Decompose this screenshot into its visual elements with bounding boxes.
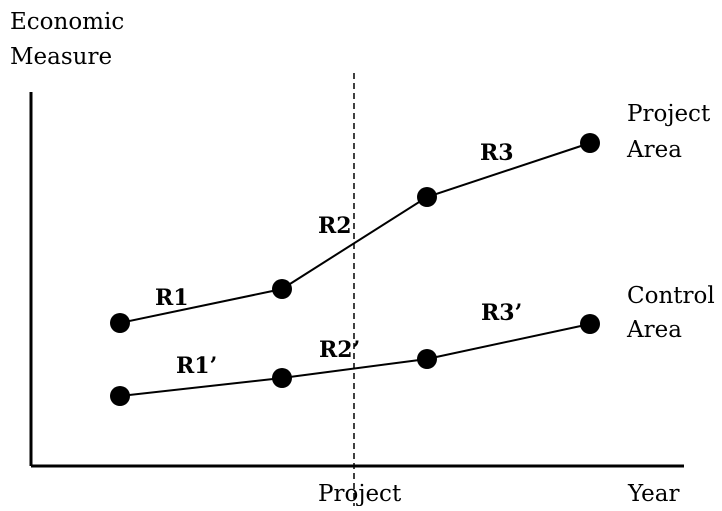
y-axis-label-line2: Measure	[10, 44, 112, 70]
y-axis-label-line1: Economic	[10, 9, 124, 35]
control-area-line	[119, 323, 591, 397]
project-point-3	[417, 187, 437, 207]
control-point-3	[417, 349, 437, 369]
control-area-label-line1: Control	[627, 283, 715, 309]
segment-label-r1-prime: R1’	[176, 353, 217, 379]
project-point-2	[272, 279, 292, 299]
segment-label-r3: R3	[480, 140, 514, 166]
segment-label-r2: R2	[318, 213, 352, 239]
project-area-line	[119, 142, 591, 324]
project-point-4	[580, 133, 600, 153]
x-axis-project-label: Project	[318, 481, 402, 506]
project-point-1	[110, 313, 130, 333]
segment-label-r1: R1	[155, 285, 189, 311]
project-area-label-line2: Area	[626, 137, 682, 163]
control-point-1	[110, 386, 130, 406]
control-point-4	[580, 314, 600, 334]
project-area-label-line1: Project	[627, 101, 711, 127]
control-point-2	[272, 368, 292, 388]
x-axis-year-label: Year	[627, 481, 680, 506]
control-area-label-line2: Area	[626, 317, 682, 343]
segment-label-r3-prime: R3’	[481, 300, 522, 326]
segment-label-r2-prime: R2’	[319, 337, 360, 363]
